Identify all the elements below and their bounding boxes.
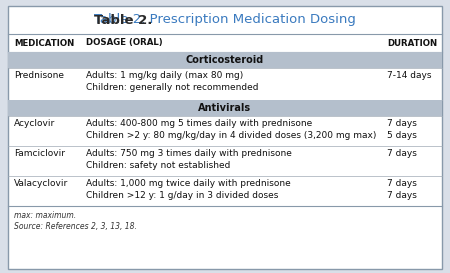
- Text: 7 days: 7 days: [387, 120, 417, 129]
- Text: Children: generally not recommended: Children: generally not recommended: [86, 84, 258, 93]
- Text: Valacyclovir: Valacyclovir: [14, 180, 68, 188]
- Text: Corticosteroid: Corticosteroid: [186, 55, 264, 65]
- Text: 7-14 days: 7-14 days: [387, 72, 432, 81]
- Text: Famciclovir: Famciclovir: [14, 150, 65, 159]
- Text: Adults: 1,000 mg twice daily with prednisone: Adults: 1,000 mg twice daily with predni…: [86, 180, 291, 188]
- Text: 7 days: 7 days: [387, 150, 417, 159]
- Text: Prednisone: Prednisone: [14, 72, 64, 81]
- Text: DURATION: DURATION: [387, 38, 437, 48]
- Text: Antivirals: Antivirals: [198, 103, 252, 113]
- Text: max: maximum.: max: maximum.: [14, 212, 76, 221]
- Text: Acyclovir: Acyclovir: [14, 120, 55, 129]
- Text: 5 days: 5 days: [387, 132, 417, 141]
- Bar: [8, 52, 442, 68]
- Text: Table 2.: Table 2.: [94, 13, 157, 26]
- Text: Adults: 750 mg 3 times daily with prednisone: Adults: 750 mg 3 times daily with predni…: [86, 150, 292, 159]
- Text: DOSAGE (ORAL): DOSAGE (ORAL): [86, 38, 162, 48]
- Text: Source: References 2, 3, 13, 18.: Source: References 2, 3, 13, 18.: [14, 221, 137, 230]
- Bar: [8, 100, 442, 116]
- Text: Children: safety not established: Children: safety not established: [86, 162, 230, 171]
- Text: Adults: 1 mg/kg daily (max 80 mg): Adults: 1 mg/kg daily (max 80 mg): [86, 72, 243, 81]
- Text: Table 2. Prescription Medication Dosing: Table 2. Prescription Medication Dosing: [94, 13, 356, 26]
- Text: Children >12 y: 1 g/day in 3 divided doses: Children >12 y: 1 g/day in 3 divided dos…: [86, 191, 279, 200]
- Text: MEDICATION: MEDICATION: [14, 38, 74, 48]
- Text: Adults: 400-800 mg 5 times daily with prednisone: Adults: 400-800 mg 5 times daily with pr…: [86, 120, 312, 129]
- Text: 7 days: 7 days: [387, 180, 417, 188]
- Text: Children >2 y: 80 mg/kg/day in 4 divided doses (3,200 mg max): Children >2 y: 80 mg/kg/day in 4 divided…: [86, 132, 376, 141]
- Text: 7 days: 7 days: [387, 191, 417, 200]
